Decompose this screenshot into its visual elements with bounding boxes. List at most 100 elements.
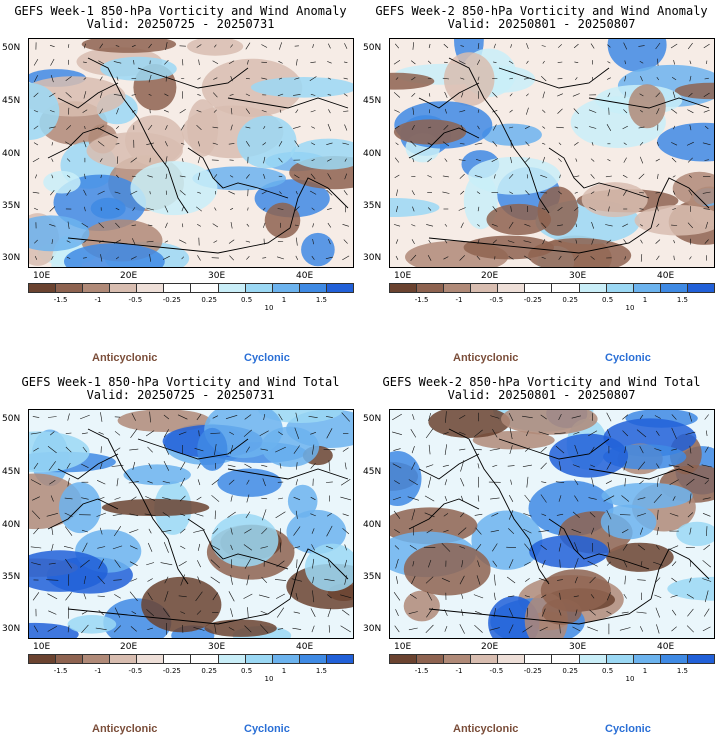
coastline — [187, 518, 289, 570]
wind-vector — [558, 543, 562, 552]
vorticity-contour-fill — [529, 535, 609, 568]
wind-vector — [327, 94, 332, 96]
wind-vector — [640, 254, 643, 262]
wind-vector — [477, 109, 480, 113]
wind-vector — [392, 413, 402, 421]
wind-vector — [624, 60, 626, 65]
wind-vector — [590, 191, 595, 195]
wind-vector — [489, 627, 500, 631]
colorbar-swatch — [471, 655, 499, 663]
wind-vector — [670, 43, 678, 49]
wind-vector — [66, 240, 71, 243]
wind-vector — [673, 60, 675, 65]
wind-vector — [311, 255, 315, 260]
wind-vector — [606, 239, 612, 244]
wind-vector — [164, 240, 169, 243]
wind-vector — [162, 255, 170, 260]
wind-vector — [277, 628, 284, 630]
wind-vector — [148, 462, 152, 469]
wind-vector — [196, 110, 202, 113]
wind-vector — [81, 610, 88, 615]
wind-vector — [262, 478, 266, 487]
wind-vector — [130, 428, 138, 438]
colorbar-swatch — [687, 284, 714, 292]
wind-vector — [341, 609, 350, 616]
wind-vector — [427, 60, 432, 64]
wind-vector — [554, 432, 566, 435]
colorbar-swatch — [326, 284, 353, 292]
wind-vector — [606, 610, 612, 615]
wind-vector — [84, 173, 86, 180]
vorticity-contour-fill — [676, 521, 715, 546]
wind-vector — [163, 414, 170, 420]
wind-vector — [260, 546, 268, 549]
wind-vector — [526, 60, 529, 64]
wind-vector — [312, 223, 314, 228]
wind-vector — [230, 608, 233, 617]
vorticity-contour-fill — [58, 482, 102, 534]
wind-vector — [296, 559, 298, 569]
coastline — [408, 498, 480, 530]
wind-vector — [638, 173, 645, 180]
vorticity-contour-fill — [204, 619, 277, 637]
wind-vector — [163, 541, 169, 553]
wind-vector — [427, 157, 432, 163]
wind-vector — [50, 495, 54, 502]
vorticity-contour-fill — [389, 72, 435, 90]
wind-vector — [163, 109, 169, 113]
vorticity-contour-fill — [237, 115, 297, 169]
vorticity-contour-fill — [393, 119, 467, 145]
wind-vector — [656, 108, 660, 115]
wind-vector — [197, 191, 201, 194]
wind-vector — [573, 255, 579, 261]
wind-vector — [116, 76, 119, 81]
wind-vector — [702, 513, 711, 517]
wind-vector — [229, 255, 235, 261]
wind-vector — [326, 428, 333, 439]
wind-vector — [244, 558, 252, 569]
wind-vector — [671, 561, 677, 567]
wind-vector — [32, 592, 40, 601]
wind-vector — [65, 446, 72, 453]
wind-vector — [411, 92, 416, 97]
wind-vector — [312, 238, 314, 245]
wind-vector — [47, 416, 57, 418]
wind-vector — [396, 205, 398, 213]
wind-vector — [147, 175, 153, 178]
wind-vector — [393, 592, 401, 601]
wind-vector — [655, 430, 660, 436]
wind-vector — [129, 591, 138, 602]
colorbar-swatch — [471, 284, 499, 292]
colorbar-tick-label: -0.25 — [162, 296, 181, 304]
wind-vector — [163, 444, 170, 455]
panel-valid-dates: Valid: 20250801 - 20250807 — [447, 388, 636, 402]
wind-vector — [526, 43, 529, 49]
colorbar-swatch — [525, 655, 553, 663]
wind-vector — [33, 58, 39, 66]
wind-vector — [687, 512, 694, 518]
wind-vector — [212, 223, 219, 228]
wind-vector — [294, 427, 300, 440]
wind-vector — [83, 140, 87, 148]
wind-vector — [622, 174, 628, 178]
wind-vector — [395, 239, 399, 244]
panel-valid-dates: Valid: 20250725 - 20250731 — [86, 388, 275, 402]
wind-vector — [654, 448, 662, 451]
wind-vector — [621, 529, 629, 534]
wind-vector — [98, 125, 105, 130]
wind-vector — [476, 255, 481, 260]
wind-vector — [492, 124, 497, 131]
map-panel: GEFS Week-1 850-hPa Vorticity and Wind A… — [0, 0, 361, 371]
wind-vector — [66, 175, 71, 178]
wind-vector — [275, 446, 286, 453]
wind-vector — [326, 142, 333, 145]
colorbar-tick-label: -1 — [455, 296, 463, 304]
colorbar-swatch — [606, 284, 634, 292]
wind-vector — [263, 173, 266, 179]
wind-vector — [179, 175, 186, 178]
wind-vector — [557, 61, 563, 63]
colorbar-swatch — [606, 655, 634, 663]
vorticity-contour-fill — [667, 576, 715, 601]
wind-vector — [343, 239, 348, 244]
wind-vector — [591, 142, 594, 146]
